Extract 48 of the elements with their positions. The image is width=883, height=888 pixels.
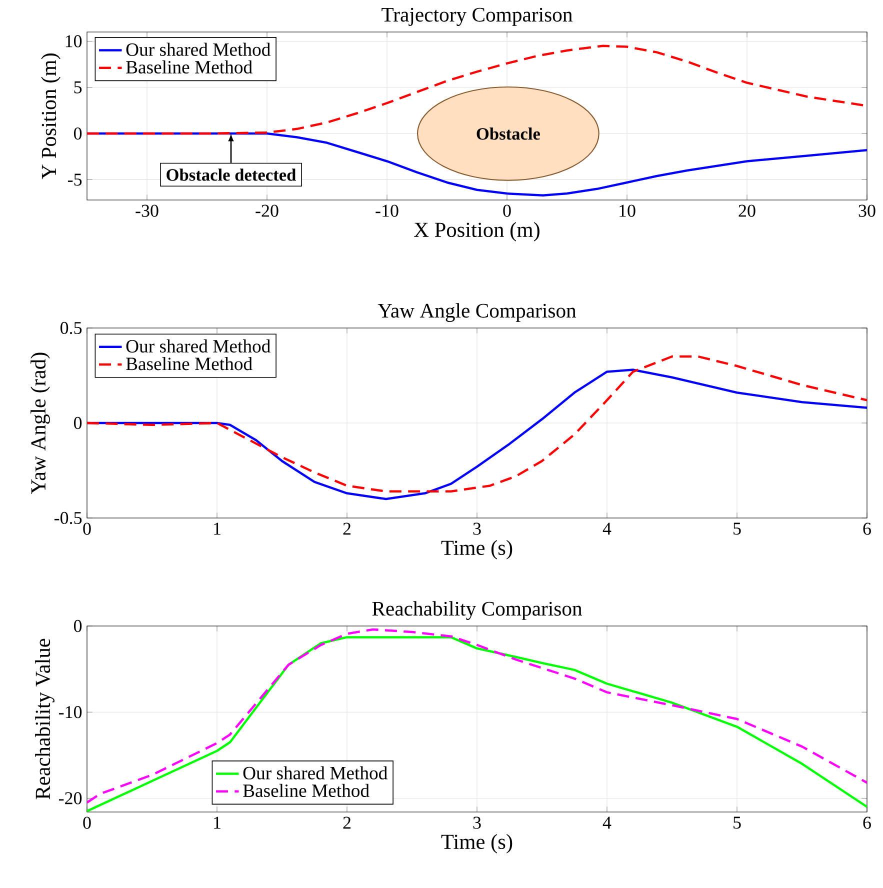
chart-title: Reachability Comparison	[372, 601, 582, 620]
x-tick-label: 3	[473, 816, 481, 829]
x-tick-label: 10	[620, 204, 636, 217]
x-axis-title: Time (s)	[441, 540, 512, 560]
x-tick-label: 1	[214, 816, 220, 829]
chart-title: Yaw Angle Comparison	[378, 303, 576, 322]
y-axis-title: Yaw Angle (rad)	[30, 352, 50, 494]
x-tick-label: 30	[858, 204, 876, 217]
x-tick-label: 5	[734, 816, 741, 829]
x-tick-label: 0	[83, 522, 91, 535]
legend-label: Baseline Method	[243, 784, 370, 798]
x-tick-label: 6	[863, 522, 871, 535]
y-tick-label: -5	[68, 174, 82, 186]
x-tick-label: 0	[83, 816, 91, 829]
x-tick-label: 6	[863, 816, 871, 829]
y-tick-label: -10	[58, 706, 82, 718]
x-tick-label: 4	[602, 816, 612, 829]
x-tick-label: 20	[738, 204, 756, 217]
chart-title: Trajectory Comparison	[382, 8, 572, 26]
x-tick-label: 0	[503, 204, 511, 217]
x-tick-label: 1	[214, 522, 220, 535]
y-tick-label: 5	[74, 81, 82, 94]
legend-label: Baseline Method	[126, 357, 252, 370]
legend-label: Baseline Method	[126, 60, 252, 74]
x-tick-label: 5	[734, 522, 741, 535]
legend-label: Our shared Method	[126, 42, 270, 56]
y-tick-label: -20	[58, 792, 82, 804]
x-tick-label: -20	[256, 204, 278, 217]
y-tick-label: 0.5	[60, 322, 82, 334]
x-tick-label: 3	[473, 522, 481, 535]
legend-label: Our shared Method	[243, 766, 388, 780]
y-tick-label: 0	[74, 416, 82, 430]
y-tick-label: 10	[66, 35, 82, 48]
x-tick-label: 2	[343, 522, 351, 535]
x-tick-label: 2	[343, 816, 351, 829]
annotation: Obstacle	[476, 128, 540, 140]
y-tick-label: 0	[74, 127, 82, 140]
annotation: Obstacle detected	[166, 168, 296, 181]
x-tick-label: -10	[376, 204, 398, 217]
y-tick-label: -0.5	[54, 512, 82, 524]
x-tick-label: -30	[136, 204, 158, 217]
x-axis-title: X Position (m)	[414, 222, 540, 242]
x-tick-label: 4	[602, 522, 612, 535]
legend-label: Our shared Method	[126, 339, 270, 353]
y-axis-title: Reachability Value	[35, 638, 54, 800]
x-axis-title: Time (s)	[441, 834, 512, 854]
y-tick-label: 0	[74, 620, 82, 632]
y-axis-title: Y Position (m)	[41, 54, 60, 180]
